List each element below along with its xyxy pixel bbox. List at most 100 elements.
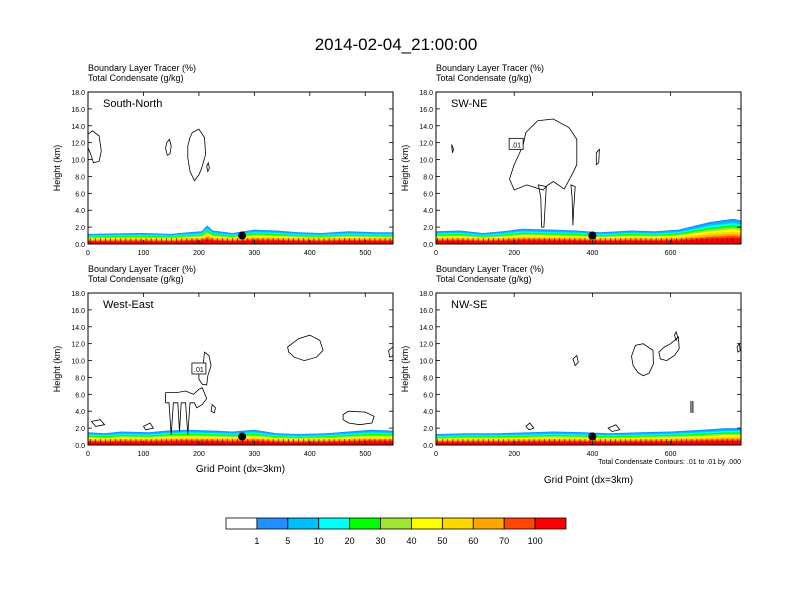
colorbar-label: 5 (285, 536, 290, 546)
x-tick-label: 100 (138, 451, 150, 458)
panel-header-line: Boundary Layer Tracer (%) (436, 63, 544, 73)
contour-label: .01 (511, 142, 521, 149)
cloud-contour (388, 346, 393, 358)
x-axis-label: Grid Point (dx=3km) (196, 464, 285, 475)
plot-frame (87, 292, 394, 446)
y-axis-label: Height (km) (52, 145, 62, 192)
tracer-band (436, 238, 741, 244)
tracer-band (436, 441, 741, 445)
y-tick-label: 2.0 (75, 225, 85, 232)
location-marker (238, 231, 247, 240)
y-tick-label: 12.0 (419, 342, 433, 349)
plot-area (88, 92, 393, 244)
cloud-contour (631, 343, 654, 377)
cloud-contour (572, 354, 579, 367)
cloud-contour (451, 144, 455, 153)
plot-area (436, 293, 741, 445)
panel-header-line: Total Condensate (g/kg) (436, 274, 532, 284)
panel-label: NW-SE (451, 299, 487, 311)
plot-frame (435, 292, 742, 446)
x-axis-label: Grid Point (dx=3km) (544, 475, 633, 486)
panel-label: West-East (103, 299, 154, 311)
colorbar-swatch (380, 517, 412, 530)
colorbar-label: 100 (528, 536, 543, 546)
panel-label: South-North (103, 98, 162, 110)
y-tick-label: 16.0 (419, 107, 433, 114)
x-tick-label: 200 (508, 250, 520, 257)
chart-panel: Boundary Layer Tracer (%)Total Condensat… (52, 63, 394, 257)
y-tick-label: 12.0 (71, 141, 85, 148)
chart-panel: Boundary Layer Tracer (%)Total Condensat… (400, 63, 742, 257)
colorbar-label: 30 (376, 536, 386, 546)
colorbar-swatch (256, 517, 289, 530)
colorbar-swatch (225, 517, 258, 530)
tracer-band (88, 239, 393, 244)
cloud-contour (88, 130, 102, 164)
y-tick-label: 8.0 (75, 375, 85, 382)
y-tick-label: 12.0 (419, 141, 433, 148)
colorbar-swatch (503, 517, 536, 530)
panel-label: SW-NE (451, 98, 487, 110)
cloud-contour (342, 410, 375, 426)
y-tick-label: 18.0 (71, 90, 85, 97)
colorbar-label: 10 (314, 536, 324, 546)
x-tick-label: 200 (508, 451, 520, 458)
chart-panel: Boundary Layer Tracer (%)Total Condensat… (400, 264, 742, 486)
colorbar-swatch (441, 517, 474, 530)
plot-frame (87, 91, 394, 245)
x-tick-label: 200 (193, 250, 205, 257)
plot-frame (435, 91, 742, 245)
colorbar-label: 70 (499, 536, 509, 546)
colorbar-swatch (411, 517, 443, 530)
y-tick-label: 8.0 (423, 375, 433, 382)
y-tick-label: 10.0 (71, 359, 85, 366)
colorbar-label: 60 (468, 536, 478, 546)
y-tick-label: 4.0 (423, 409, 433, 416)
panel-header-line: Total Condensate (g/kg) (436, 73, 532, 83)
colorbar-swatch (287, 517, 320, 530)
x-tick-label: 100 (138, 250, 150, 257)
plot-area (436, 92, 741, 244)
cloud-contour (658, 336, 680, 362)
cloud-contour (509, 118, 578, 191)
y-tick-label: 12.0 (71, 342, 85, 349)
x-tick-label: 400 (587, 250, 599, 257)
location-marker (588, 432, 597, 441)
plot-content (436, 330, 741, 445)
chart-panel: Boundary Layer Tracer (%)Total Condensat… (52, 264, 394, 475)
y-tick-label: 18.0 (419, 90, 433, 97)
colorbar-label: 40 (406, 536, 416, 546)
cloud-contour (165, 387, 208, 435)
y-tick-label: 18.0 (419, 291, 433, 298)
y-axis-label: Height (km) (52, 346, 62, 393)
y-tick-label: 16.0 (419, 308, 433, 315)
y-tick-label: 6.0 (75, 191, 85, 198)
contour-label-box (191, 362, 207, 375)
plot-content (436, 118, 741, 244)
cloud-contour (287, 334, 324, 362)
panels: Boundary Layer Tracer (%)Total Condensat… (52, 63, 742, 486)
colorbar: 1 5 10 20 30 40 50 60 70 100 (225, 517, 567, 546)
x-tick-label: 0 (434, 250, 438, 257)
plot-area (88, 293, 393, 445)
y-tick-label: 16.0 (71, 308, 85, 315)
panel-header-line: Boundary Layer Tracer (%) (436, 264, 544, 274)
colorbar-swatch (318, 517, 351, 530)
y-tick-label: 14.0 (71, 124, 85, 131)
y-tick-label: 6.0 (423, 191, 433, 198)
cloud-contour (537, 184, 547, 228)
y-tick-label: 4.0 (75, 409, 85, 416)
colorbar-swatch (349, 517, 381, 530)
x-tick-label: 600 (665, 451, 677, 458)
y-axis-label: Height (km) (400, 145, 410, 192)
y-tick-label: 8.0 (75, 174, 85, 181)
cloud-contour (210, 403, 216, 414)
y-tick-label: 0.0 (75, 242, 85, 249)
contour-footnote: Total Condensate Contours: .01 to .01 by… (598, 459, 741, 466)
y-tick-label: 6.0 (75, 392, 85, 399)
colorbar-label: 1 (254, 536, 259, 546)
plot-content (88, 334, 393, 445)
x-tick-label: 400 (304, 250, 316, 257)
contour-label-box (508, 137, 524, 150)
